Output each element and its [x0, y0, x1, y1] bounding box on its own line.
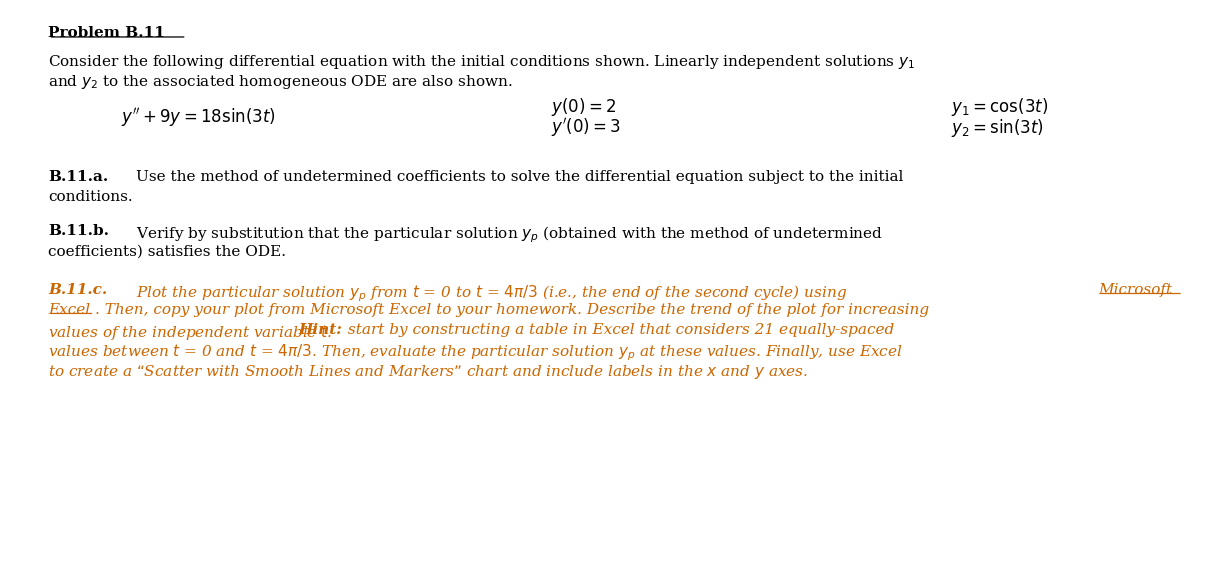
Text: coefficients) satisfies the ODE.: coefficients) satisfies the ODE. [48, 244, 286, 258]
Text: B.11.c.: B.11.c. [48, 283, 108, 297]
Text: Microsoft: Microsoft [1098, 283, 1172, 297]
Text: B.11.a.: B.11.a. [48, 170, 109, 184]
Text: . Then, copy your plot from Microsoft Excel to your homework. Describe the trend: . Then, copy your plot from Microsoft Ex… [95, 303, 928, 317]
Text: Consider the following differential equation with the initial conditions shown. : Consider the following differential equa… [48, 53, 916, 71]
Text: to create a “Scatter with Smooth Lines and Markers” chart and include labels in : to create a “Scatter with Smooth Lines a… [48, 363, 808, 381]
Text: B.11.b.: B.11.b. [48, 224, 109, 238]
Text: values between $t$ = 0 and $t$ = $4\pi/3$. Then, evaluate the particular solutio: values between $t$ = 0 and $t$ = $4\pi/3… [48, 343, 903, 363]
Text: Verify by substitution that the particular solution $y_p$ (obtained with the met: Verify by substitution that the particul… [136, 224, 882, 245]
Text: $y'' + 9y = 18\mathrm{sin}(3t)$: $y'' + 9y = 18\mathrm{sin}(3t)$ [121, 106, 276, 129]
Text: and $y_2$ to the associated homogeneous ODE are also shown.: and $y_2$ to the associated homogeneous … [48, 73, 513, 91]
Text: values of the independent variable $t$.: values of the independent variable $t$. [48, 323, 335, 342]
Text: Hint:: Hint: [298, 323, 342, 337]
Text: $y_2 = \mathrm{sin}(3t)$: $y_2 = \mathrm{sin}(3t)$ [951, 117, 1045, 139]
Text: Excel: Excel [48, 303, 91, 317]
Text: Use the method of undetermined coefficients to solve the differential equation s: Use the method of undetermined coefficie… [136, 170, 903, 184]
Text: Problem B.11: Problem B.11 [48, 26, 165, 41]
Text: $y'(0) = 3$: $y'(0) = 3$ [551, 116, 622, 140]
Text: conditions.: conditions. [48, 190, 133, 204]
Text: $y(0) = 2$: $y(0) = 2$ [551, 96, 617, 118]
Text: start by constructing a table in Excel that considers 21 equally-spaced: start by constructing a table in Excel t… [343, 323, 894, 337]
Text: $y_1 = \mathrm{cos}(3t)$: $y_1 = \mathrm{cos}(3t)$ [951, 96, 1048, 118]
Text: Plot the particular solution $y_p$ from $t$ = 0 to $t$ = $4\pi/3$ (i.e., the end: Plot the particular solution $y_p$ from … [136, 283, 847, 303]
